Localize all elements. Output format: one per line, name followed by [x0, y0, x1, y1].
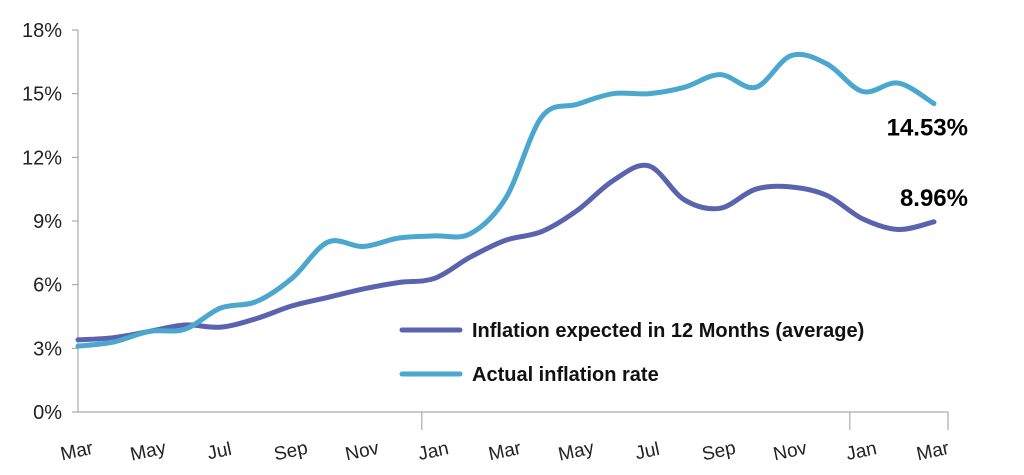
x-tick-label: Jul — [633, 439, 661, 465]
y-tick-label: 3% — [33, 338, 62, 360]
x-tick-label: May — [556, 438, 596, 466]
x-tick-label: May — [128, 438, 168, 466]
y-tick-label: 18% — [22, 20, 62, 42]
y-tick-label: 6% — [33, 275, 62, 297]
x-tick-label: Mar — [915, 438, 952, 465]
chart-series-lines — [75, 51, 937, 349]
x-tick-label: Mar — [487, 438, 524, 465]
y-tick-label: 15% — [22, 84, 62, 106]
chart-legend: Inflation expected in 12 Months (average… — [399, 320, 864, 386]
x-tick-label: Jan — [844, 438, 878, 465]
y-tick-label: 0% — [33, 402, 62, 424]
y-tick-label: 12% — [22, 147, 62, 169]
end-label-actual: 14.53% — [887, 115, 968, 142]
x-tick-label: Nov — [771, 438, 809, 466]
legend-label-2: Actual inflation rate — [472, 364, 659, 386]
series-line-2 — [75, 51, 937, 349]
x-tick-label: Sep — [272, 438, 309, 466]
x-tick-label: Mar — [59, 438, 96, 465]
y-tick-label: 9% — [33, 211, 62, 233]
x-tick-label: Jan — [416, 438, 450, 465]
chart-labels: 0% 3% 6% 9% 12% 15% 18% Mar May Jul Sep Nov Jan Mar Ma… — [22, 20, 968, 466]
end-label-expected: 8.96% — [900, 185, 968, 212]
x-tick-label: Sep — [700, 438, 737, 466]
legend-label-1: Inflation expected in 12 Months (average… — [472, 320, 864, 342]
series-line-1 — [75, 162, 937, 343]
x-tick-label: Nov — [343, 438, 381, 466]
x-tick-label: Jul — [205, 439, 233, 465]
